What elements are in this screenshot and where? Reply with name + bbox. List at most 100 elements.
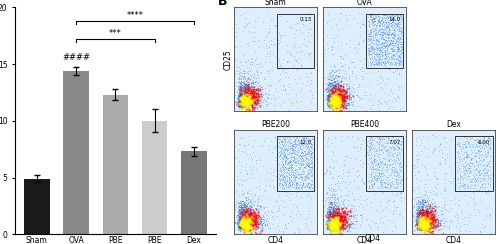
Point — [248, 223, 256, 226]
Point — [279, 168, 287, 172]
Point — [244, 93, 252, 97]
Point — [343, 92, 351, 96]
Point — [238, 86, 246, 90]
Point — [422, 220, 430, 224]
Point — [482, 191, 490, 195]
Point — [336, 218, 344, 222]
Point — [240, 221, 248, 225]
Point — [291, 167, 299, 171]
Point — [416, 224, 424, 228]
Point — [324, 222, 332, 225]
Point — [266, 52, 274, 56]
Point — [337, 222, 345, 226]
Point — [340, 211, 347, 215]
Point — [380, 173, 388, 177]
Point — [306, 167, 314, 171]
Point — [334, 218, 342, 222]
Point — [422, 221, 430, 225]
Point — [328, 218, 336, 222]
Point — [330, 218, 338, 222]
Point — [324, 220, 332, 224]
Point — [244, 217, 252, 221]
Point — [347, 223, 355, 226]
Point — [282, 170, 290, 174]
Point — [413, 224, 421, 228]
Point — [334, 227, 342, 231]
Point — [246, 82, 254, 86]
Point — [474, 153, 482, 157]
Point — [242, 220, 250, 224]
Point — [413, 159, 421, 163]
Point — [331, 96, 339, 100]
Point — [452, 183, 460, 187]
Point — [263, 46, 271, 50]
Point — [245, 216, 253, 220]
Point — [432, 220, 440, 224]
Point — [288, 183, 296, 187]
Point — [332, 104, 340, 108]
Point — [376, 48, 384, 52]
Point — [240, 100, 248, 104]
Point — [418, 212, 426, 215]
Point — [246, 97, 254, 101]
Point — [241, 219, 249, 223]
Point — [239, 101, 247, 105]
Point — [244, 223, 252, 227]
Point — [248, 99, 256, 103]
Point — [241, 92, 249, 95]
Point — [380, 62, 388, 66]
Point — [302, 161, 310, 165]
Point — [234, 222, 241, 226]
Point — [418, 219, 426, 223]
Point — [239, 84, 247, 88]
Point — [414, 216, 422, 220]
Point — [419, 212, 427, 216]
Point — [486, 213, 494, 216]
Point — [245, 97, 253, 101]
Point — [335, 215, 343, 219]
Point — [243, 206, 251, 210]
Point — [250, 214, 258, 217]
Point — [428, 225, 436, 229]
Point — [306, 148, 314, 152]
Point — [336, 229, 344, 233]
Point — [370, 170, 378, 173]
Point — [328, 99, 336, 103]
Point — [428, 217, 436, 221]
Point — [328, 100, 336, 104]
Point — [336, 94, 344, 98]
Point — [328, 220, 336, 224]
Point — [454, 140, 462, 144]
Point — [240, 224, 248, 228]
Point — [243, 92, 251, 96]
Point — [277, 87, 285, 91]
Point — [330, 219, 338, 223]
Point — [328, 100, 336, 104]
Point — [240, 224, 248, 228]
Point — [364, 152, 372, 156]
Point — [338, 213, 345, 217]
Point — [414, 210, 422, 214]
Point — [428, 225, 436, 229]
Point — [410, 171, 418, 174]
Point — [240, 208, 248, 212]
Point — [302, 152, 310, 156]
Point — [334, 93, 342, 97]
Point — [328, 216, 336, 220]
Point — [242, 225, 250, 229]
Point — [246, 209, 254, 213]
Point — [242, 100, 250, 104]
Point — [390, 50, 398, 53]
Point — [392, 33, 400, 37]
Point — [238, 220, 246, 224]
Point — [246, 90, 254, 94]
Point — [240, 99, 248, 102]
Point — [472, 202, 480, 206]
Point — [326, 218, 334, 222]
Point — [418, 220, 426, 224]
Point — [284, 176, 292, 180]
Point — [338, 98, 346, 102]
Point — [326, 99, 334, 103]
Point — [334, 89, 342, 93]
Point — [422, 217, 430, 221]
